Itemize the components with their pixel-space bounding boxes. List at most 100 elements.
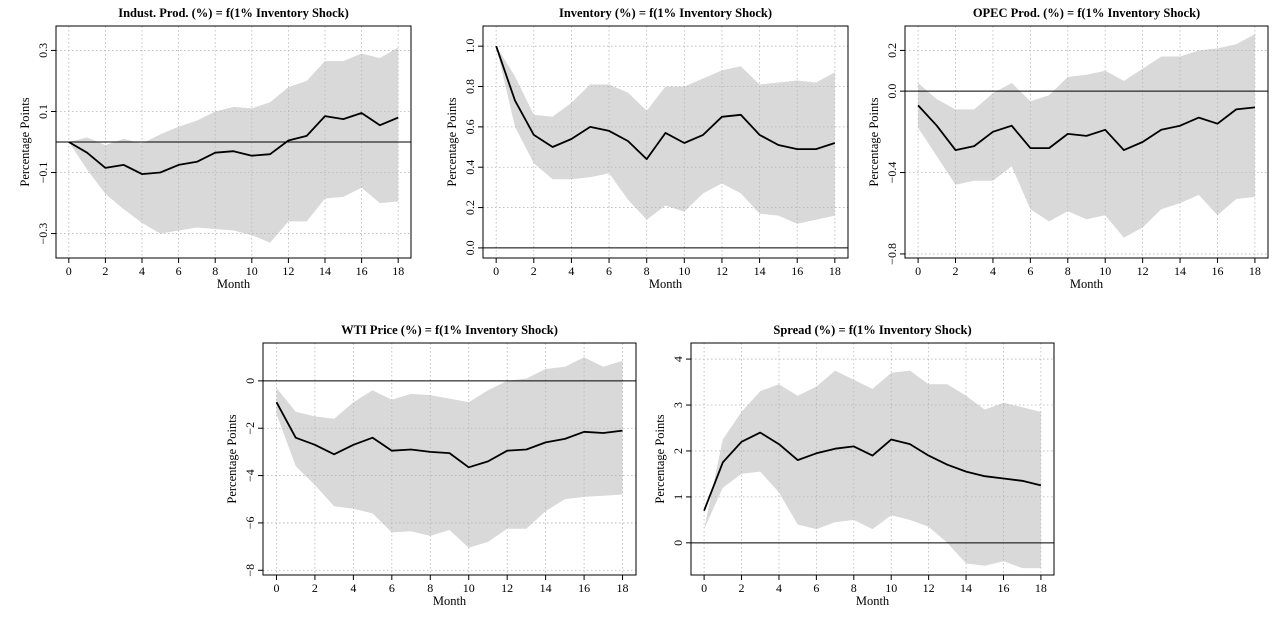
y-tick-label: −0.8 [885,243,899,265]
impulse-response-line [703,431,1042,512]
y-axis-label: Percentage Points [653,414,667,503]
confidence-band [704,370,1041,569]
x-tick-label: 12 [716,264,728,278]
x-tick-label: 6 [606,264,612,278]
y-tick-label: 0.6 [463,119,477,134]
y-tick-label: 3 [671,402,685,408]
x-axis-label: Month [649,277,683,291]
y-tick-label: 1.0 [463,39,477,54]
x-axis-label: Month [433,594,467,608]
chart-title: Indust. Prod. (%) = f(1% Inventory Shock… [118,6,349,20]
x-tick-label: 12 [923,581,935,595]
x-tick-label: 8 [851,581,857,595]
x-tick-label: 14 [754,264,766,278]
y-tick-label: −0.1 [36,162,50,184]
x-tick-label: 2 [102,264,108,278]
plot-frame [482,25,849,259]
y-tick-label: 0 [671,540,685,546]
x-tick-label: 2 [312,581,318,595]
x-tick-label: 14 [960,581,972,595]
x-tick-label: 12 [501,581,513,595]
x-tick-label: 6 [1027,264,1033,278]
y-axis-label: Percentage Points [445,97,459,186]
x-tick-label: 18 [1035,581,1047,595]
x-tick-label: 4 [990,264,996,278]
y-tick-label: 0.8 [463,79,477,94]
y-axis-label: Percentage Points [225,414,239,503]
x-tick-label: 10 [463,581,475,595]
x-tick-label: 16 [356,264,368,278]
x-tick-label: 8 [1065,264,1071,278]
x-tick-label: 6 [389,581,395,595]
x-tick-label: 6 [176,264,182,278]
x-axis-label: Month [217,277,251,291]
chart-industrial-production: 0 2 4 6 8 10 12 14 16 18 −0.3 −0.1 0.1 0.3 Indust. Pro… [18,6,412,291]
x-tick-label: 2 [531,264,537,278]
y-tick-label: −0.3 [36,223,50,245]
x-axis-label: Month [1070,277,1104,291]
x-tick-label: 14 [540,581,552,595]
x-tick-label: 4 [350,581,356,595]
chart-inventory: 0 2 4 6 8 10 12 14 16 18 0.0 0.2 0.4 0.6 0.8 1.0 Invento… [445,6,849,291]
x-tick-label: 4 [139,264,145,278]
x-tick-label: 10 [678,264,690,278]
y-tick-label: −6 [243,517,257,530]
x-tick-label: 18 [1249,264,1261,278]
y-tick-label: −0.4 [885,162,899,184]
y-tick-label: 0.2 [885,43,899,58]
x-tick-label: 10 [1099,264,1111,278]
chart-title: WTI Price (%) = f(1% Inventory Shock) [341,323,558,337]
y-tick-label: 0.0 [463,240,477,255]
y-axis-label: Percentage Points [18,97,32,186]
x-tick-label: 2 [739,581,745,595]
x-tick-label: 8 [427,581,433,595]
x-tick-label: 16 [578,581,590,595]
y-tick-label: 0.1 [36,104,50,119]
y-tick-label: 1 [671,494,685,500]
y-tick-label: 4 [671,356,685,362]
y-tick-label: −8 [243,564,257,577]
plot-frame [690,342,1055,576]
y-tick-label: 0.0 [885,84,899,99]
confidence-band [496,46,835,224]
y-tick-label: 0 [243,378,257,384]
x-tick-label: 10 [885,581,897,595]
plot-frame [262,342,637,576]
y-axis-label: Percentage Points [867,97,881,186]
x-tick-label: 0 [701,581,707,595]
y-tick-label: 0.2 [463,200,477,215]
x-tick-label: 14 [1174,264,1186,278]
plot-frame [904,25,1269,259]
x-tick-label: 12 [282,264,294,278]
x-tick-label: 0 [273,581,279,595]
x-tick-label: 18 [392,264,404,278]
x-tick-label: 2 [953,264,959,278]
x-tick-label: 0 [66,264,72,278]
plot-frame [55,25,412,259]
x-tick-label: 6 [813,581,819,595]
x-tick-label: 4 [568,264,574,278]
chart-opec-production: 0 2 4 6 8 10 12 14 16 18 −0.8 −0.4 0.0 0.2 OPEC Prod. … [867,6,1269,291]
chart-wti-price: 0 2 4 6 8 10 12 14 16 18 −8 −6 −4 −2 0 WTI Price (%) = … [225,323,637,608]
x-tick-label: 4 [776,581,782,595]
x-tick-label: 8 [212,264,218,278]
x-tick-label: 0 [493,264,499,278]
confidence-band [68,47,399,243]
impulse-response-line [68,112,399,176]
x-axis-label: Month [856,594,890,608]
y-tick-label: −4 [243,469,257,482]
x-tick-label: 16 [791,264,803,278]
x-tick-label: 16 [1211,264,1223,278]
impulse-response-line [917,104,1255,152]
x-tick-label: 8 [644,264,650,278]
chart-title: Spread (%) = f(1% Inventory Shock) [773,323,971,337]
impulse-response-line [275,401,623,469]
y-tick-label: 0.4 [463,160,477,175]
y-tick-label: 0.3 [36,43,50,58]
x-tick-label: 10 [246,264,258,278]
chart-title: Inventory (%) = f(1% Inventory Shock) [559,6,772,20]
x-tick-label: 12 [1137,264,1149,278]
y-tick-label: −2 [243,422,257,435]
